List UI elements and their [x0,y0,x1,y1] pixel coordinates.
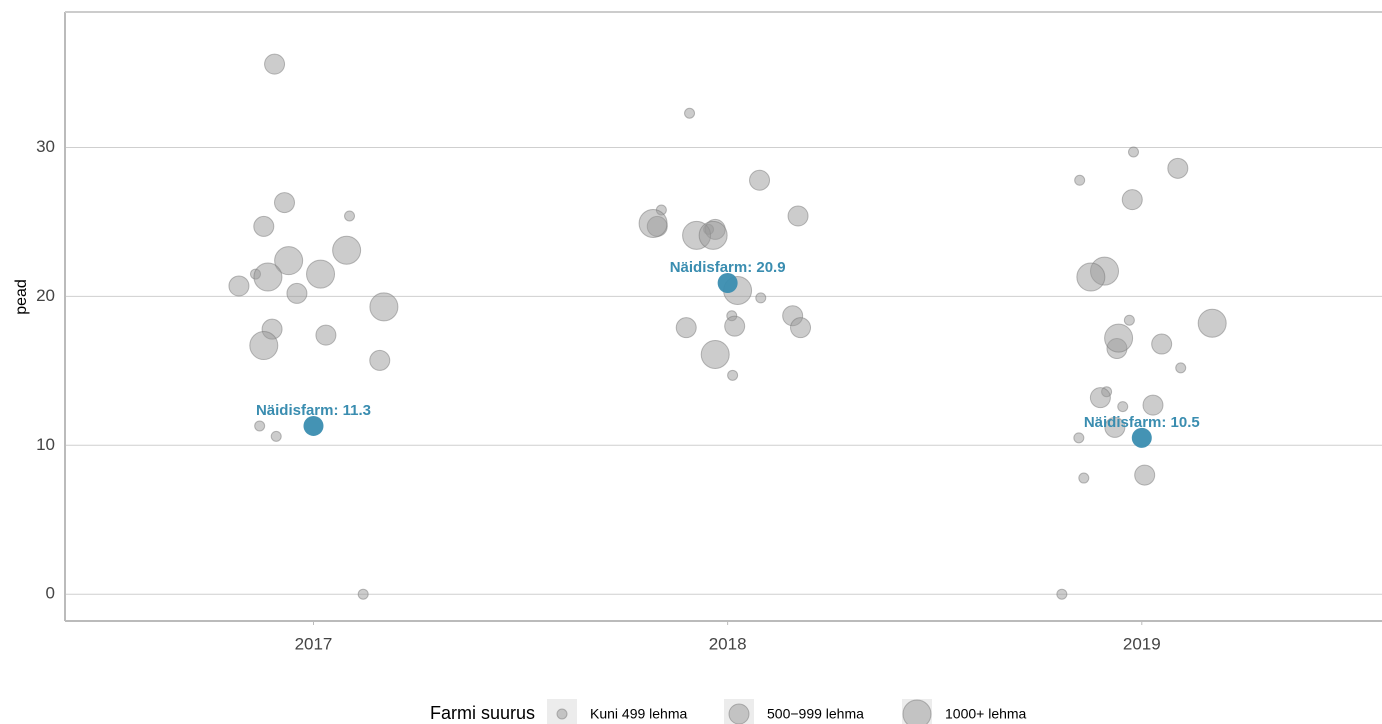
point [1123,314,1135,326]
point [1134,464,1156,486]
point [790,317,812,339]
legend-symbol [556,708,568,720]
point [286,282,308,304]
point [755,292,767,304]
highlight-label: Näidisfarm: 10.5 [1084,414,1200,431]
y-tick-label: 30 [36,137,55,156]
point [1167,157,1189,179]
y-axis-label: pead [13,279,30,315]
legend-symbol [902,699,932,724]
point [274,246,304,276]
point [1074,174,1086,186]
point [1076,262,1106,292]
highlight-label: Näidisfarm: 11.3 [256,402,371,419]
point [1142,394,1164,416]
point [369,292,399,322]
legend-label: Kuni 499 lehma [590,706,688,722]
point [274,192,295,214]
legend-title: Farmi suurus [430,703,535,723]
point [1073,432,1085,444]
point [1089,387,1111,409]
highlight-point [303,415,324,436]
point [698,220,728,250]
legend-label: 500−999 lehma [767,706,864,722]
point [253,262,283,292]
point [344,210,356,222]
point [787,205,809,227]
point [253,215,275,237]
point [369,349,391,371]
point [684,107,696,119]
x-tick-label: 2019 [1123,634,1161,653]
point [1056,588,1068,600]
highlight-label: Näidisfarm: 20.9 [670,259,786,276]
point [1104,416,1126,438]
point [249,331,279,361]
point [1175,362,1187,374]
point [270,430,282,442]
point [254,420,266,432]
point [1197,308,1227,338]
y-tick-label: 0 [46,584,55,603]
point [727,369,739,381]
point [1117,401,1129,413]
y-tick-label: 20 [36,286,55,305]
point [357,588,369,600]
legend-label: 1000+ lehma [945,706,1027,722]
point [724,315,746,337]
legend-symbol [728,703,750,724]
highlight-point [1131,427,1152,448]
point [264,53,286,75]
point [1128,146,1140,158]
point [1104,323,1134,353]
point [638,208,668,238]
y-tick-label: 10 [36,435,55,454]
point [700,339,730,369]
point [228,275,250,297]
point [1151,333,1173,355]
point [306,259,336,289]
highlight-point [717,272,738,293]
point [1121,189,1143,211]
point [332,235,362,265]
x-tick-label: 2018 [709,634,747,653]
point [1078,472,1090,484]
point [749,169,771,191]
point [675,317,697,339]
x-tick-label: 2017 [295,634,333,653]
point [315,324,337,346]
